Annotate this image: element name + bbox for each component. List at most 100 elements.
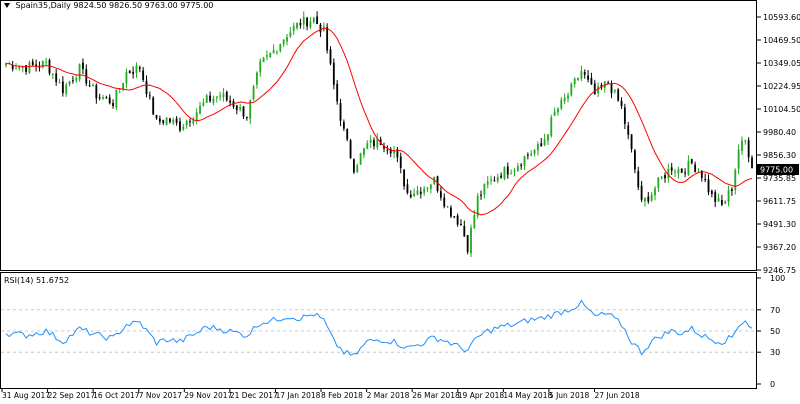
last-price-marker: 9775.00 <box>757 164 799 175</box>
candle-body <box>694 164 697 173</box>
candle-body <box>65 84 68 94</box>
candle-body <box>165 117 168 125</box>
chart-header: Spain35,Daily 9824.50 9826.50 9763.00 97… <box>4 1 213 10</box>
candle-body <box>436 176 439 191</box>
time-tick-label: 2 Mar 2018 <box>367 391 410 400</box>
candle-body <box>577 77 579 80</box>
candle-body <box>279 44 282 52</box>
candle-body <box>326 27 329 51</box>
candle-body <box>369 139 372 143</box>
candle-body <box>316 16 319 25</box>
candle-body <box>41 60 44 68</box>
candle-body <box>18 66 21 69</box>
candle-body <box>731 189 733 191</box>
candle-body <box>557 108 559 113</box>
candle-body <box>88 85 91 87</box>
candle-body <box>346 129 349 140</box>
candle-body <box>583 72 586 75</box>
candle-body <box>389 149 392 154</box>
time-tick-label: 19 Apr 2018 <box>458 391 505 400</box>
candle-body <box>302 16 305 25</box>
candle-body <box>61 81 64 94</box>
candle-body <box>266 55 268 57</box>
candle-body <box>272 49 275 54</box>
candle-body <box>734 169 737 191</box>
candle-body <box>587 75 589 80</box>
candle-body <box>21 66 24 69</box>
candle-body <box>533 149 536 154</box>
candle-body <box>35 64 38 67</box>
rsi-tick-label: 100 <box>770 274 785 283</box>
price-tick-label: 9980.40 <box>763 128 796 137</box>
candle-body <box>413 193 416 197</box>
candle-body <box>456 215 459 225</box>
candle-body <box>466 235 469 253</box>
candle-body <box>352 159 355 173</box>
candle-body <box>473 215 476 228</box>
candle-body <box>654 188 656 196</box>
candle-body <box>179 121 181 131</box>
candle-body <box>252 86 255 100</box>
time-tick-label: 27 Jun 2018 <box>595 391 640 400</box>
candle-body <box>373 140 375 147</box>
moving-average-layer <box>5 27 753 216</box>
candle-body <box>607 82 610 84</box>
candle-body <box>496 176 499 182</box>
candle-body <box>306 17 308 27</box>
candle-body <box>386 149 389 151</box>
candle-body <box>71 80 74 82</box>
candle-body <box>135 65 138 73</box>
candle-body <box>480 194 482 196</box>
candle-body <box>55 73 58 82</box>
candle-body <box>677 169 680 174</box>
candle-body <box>640 185 643 200</box>
candle-body <box>51 73 54 75</box>
candle-body <box>356 165 359 173</box>
candle-body <box>68 81 71 85</box>
price-tick-label: 9735.85 <box>763 174 796 183</box>
candle-body <box>526 154 529 156</box>
candle-body <box>329 49 332 64</box>
candle-body <box>332 62 335 85</box>
candles-layer <box>5 11 753 258</box>
candle-body <box>486 181 489 185</box>
candle-body <box>396 149 399 158</box>
candle-body <box>580 70 583 79</box>
rsi-value: 51.6752 <box>35 276 70 285</box>
candle-body <box>242 106 245 117</box>
candle-body <box>644 197 646 202</box>
candle-body <box>510 173 513 175</box>
candle-body <box>687 160 690 175</box>
candle-body <box>399 156 402 168</box>
candle-body <box>342 122 345 129</box>
candle-body <box>92 84 94 87</box>
candle-body <box>219 95 222 97</box>
moving-average-line <box>5 27 753 216</box>
candle-body <box>674 171 676 173</box>
candle-body <box>175 118 178 123</box>
candle-body <box>132 71 135 74</box>
candle-body <box>145 80 148 95</box>
candle-body <box>460 223 462 225</box>
candle-body <box>15 68 17 70</box>
candle-body <box>550 117 553 137</box>
dropdown-triangle-icon[interactable] <box>4 3 10 8</box>
candle-body <box>262 57 265 63</box>
candle-body <box>490 179 492 181</box>
rsi-tick-label: 50 <box>770 327 780 336</box>
rsi-line-layer <box>5 299 753 356</box>
candle-body <box>429 184 432 189</box>
candle-body <box>349 140 352 158</box>
candle-body <box>5 63 7 66</box>
candle-body <box>714 192 717 202</box>
candle-body <box>617 89 620 101</box>
candle-body <box>339 103 342 121</box>
candle-body <box>162 120 165 124</box>
candle-body <box>650 194 653 201</box>
candle-body <box>690 159 693 164</box>
candle-body <box>222 93 225 98</box>
candle-body <box>724 200 727 204</box>
candle-body <box>590 77 593 85</box>
candle-body <box>423 188 426 193</box>
